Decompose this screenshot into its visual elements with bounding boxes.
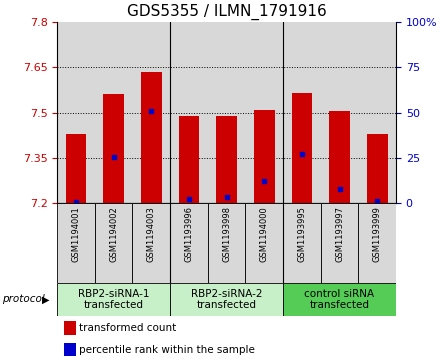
Bar (64, 343, 76, 357)
Text: GSM1194003: GSM1194003 (147, 207, 156, 262)
Bar (103, 94, 124, 203)
Bar (170, 283, 283, 316)
Bar (179, 116, 199, 203)
Text: GSM1194001: GSM1194001 (72, 207, 81, 262)
Bar (95, 22, 132, 203)
Text: transformed count: transformed count (79, 323, 176, 333)
Bar (170, 22, 208, 203)
Bar (358, 22, 396, 203)
Bar (170, 203, 208, 283)
Bar (367, 134, 388, 203)
Bar (216, 115, 237, 203)
Bar (66, 134, 86, 203)
Bar (358, 203, 396, 283)
Bar (57, 283, 170, 316)
Text: control siRNA
transfected: control siRNA transfected (304, 289, 374, 310)
Bar (208, 22, 246, 203)
Bar (283, 22, 321, 203)
Bar (132, 22, 170, 203)
Bar (329, 111, 350, 203)
Text: GSM1193999: GSM1193999 (373, 207, 381, 262)
Text: GSM1193995: GSM1193995 (297, 207, 306, 262)
Bar (321, 22, 358, 203)
Text: protocol: protocol (2, 294, 45, 305)
Bar (64, 321, 76, 335)
Text: RBP2-siRNA-1
transfected: RBP2-siRNA-1 transfected (78, 289, 150, 310)
Text: ▶: ▶ (42, 294, 50, 305)
Bar (283, 283, 396, 316)
Bar (57, 22, 95, 203)
Text: GSM1194000: GSM1194000 (260, 207, 269, 262)
Title: GDS5355 / ILMN_1791916: GDS5355 / ILMN_1791916 (127, 4, 326, 20)
Bar (95, 203, 132, 283)
Bar (57, 203, 95, 283)
Bar (292, 93, 312, 203)
Text: GSM1193998: GSM1193998 (222, 207, 231, 262)
Bar (246, 203, 283, 283)
Text: GSM1194002: GSM1194002 (109, 207, 118, 262)
Bar (321, 203, 358, 283)
Bar (208, 203, 246, 283)
Text: GSM1193996: GSM1193996 (184, 207, 194, 262)
Bar (283, 203, 321, 283)
Bar (141, 72, 161, 203)
Bar (132, 203, 170, 283)
Text: percentile rank within the sample: percentile rank within the sample (79, 344, 255, 355)
Text: RBP2-siRNA-2
transfected: RBP2-siRNA-2 transfected (191, 289, 262, 310)
Bar (254, 110, 275, 203)
Bar (246, 22, 283, 203)
Text: GSM1193997: GSM1193997 (335, 207, 344, 262)
